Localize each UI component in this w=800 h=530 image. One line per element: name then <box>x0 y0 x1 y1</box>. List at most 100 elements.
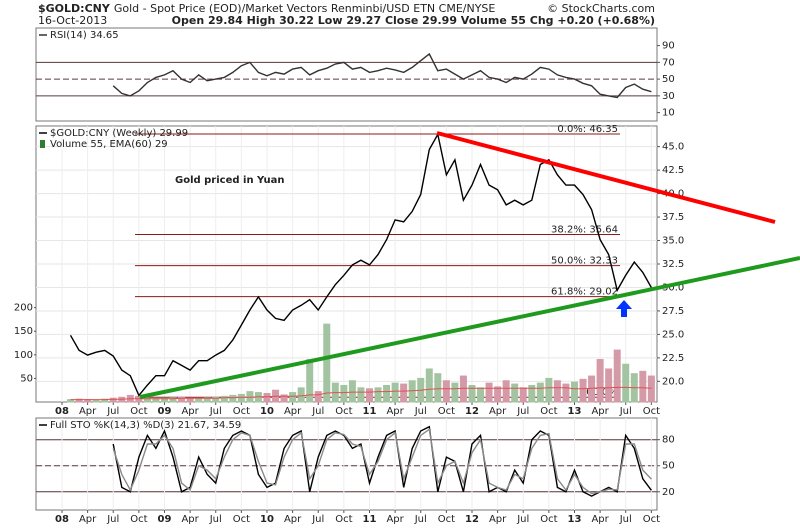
x-tick-label: 11 <box>363 406 377 417</box>
x-tick-label: Oct <box>233 406 250 417</box>
y-tick-label: 30.0 <box>662 282 684 293</box>
x-tick-label: Jul <box>414 514 427 525</box>
x-tick-label: Apr <box>489 514 507 525</box>
volume-bar <box>477 387 485 403</box>
y-tick-label: 22.5 <box>662 353 684 364</box>
volume-bar <box>442 380 450 403</box>
x-tick-label: Oct <box>438 406 455 417</box>
y-tick-label: 20 <box>662 487 675 498</box>
volume-bar <box>468 384 476 403</box>
x-tick-label: Oct <box>130 406 147 417</box>
legend-entry: Volume 55, EMA(60) 29 <box>50 139 168 150</box>
fib-label: 50.0%: 32.33 <box>551 256 618 267</box>
description: Gold - Spot Price (EOD)/Market Vectors R… <box>114 2 496 15</box>
volume-bar <box>502 380 510 403</box>
y-tick-label: 32.5 <box>662 259 684 270</box>
volume-bar <box>519 387 527 403</box>
x-tick-label: Oct <box>540 406 557 417</box>
y2-tick-label: 100 <box>14 350 33 361</box>
x-tick-label: 10 <box>260 406 274 417</box>
y-tick-label: 27.5 <box>662 306 684 317</box>
x-tick-label: 11 <box>363 514 377 525</box>
y2-tick-label: 150 <box>14 326 33 337</box>
volume-bar <box>178 396 186 403</box>
x-tick-label: Oct <box>643 406 660 417</box>
x-tick-label: 13 <box>568 514 582 525</box>
volume-bar <box>553 380 561 403</box>
x-tick-label: Apr <box>386 514 404 525</box>
resistance-trendline <box>436 131 776 224</box>
legend-entry: RSI(14) 34.65 <box>50 30 119 41</box>
x-tick-label: 10 <box>260 514 274 525</box>
x-tick-label: 08 <box>55 406 69 417</box>
volume-bar <box>425 368 433 403</box>
y-tick-label: 42.5 <box>662 165 684 176</box>
data-layer: 10 30 50 70 90 RSI(14) 34.65 20.0 22.5 25.0 27.5 3… <box>14 27 684 525</box>
x-tick-label: Jul <box>209 406 222 417</box>
volume-bar <box>511 383 519 403</box>
y-tick-label: 90 <box>662 41 675 52</box>
volume-bar <box>434 373 442 403</box>
series-line <box>112 428 652 495</box>
fib-label: 38.2%: 35.64 <box>551 225 618 236</box>
x-tick-label: Apr <box>386 406 404 417</box>
volume-bar <box>647 375 655 403</box>
volume-bar <box>314 391 322 403</box>
volume-bar <box>297 387 305 403</box>
volume-bar <box>109 397 117 403</box>
volume-bar <box>588 375 596 403</box>
x-tick-label: Oct <box>643 514 660 525</box>
y-tick-label: 80 <box>662 435 675 446</box>
series-line <box>69 132 653 397</box>
volume-bar <box>366 388 373 403</box>
volume-bar <box>536 382 544 403</box>
x-tick-label: Oct <box>335 514 352 525</box>
volume-bar <box>605 368 613 403</box>
volume-bar <box>323 323 331 403</box>
volume-bar <box>639 370 647 403</box>
y-tick-label: 70 <box>662 57 675 68</box>
x-tick-label: Apr <box>284 514 302 525</box>
x-tick-label: Jul <box>106 514 119 525</box>
symbol: $GOLD:CNY <box>38 2 111 15</box>
volume-bar <box>237 393 245 403</box>
annotation: Gold priced in Yuan <box>175 175 285 186</box>
x-tick-label: 09 <box>158 514 172 525</box>
date: 16-Oct-2013 <box>38 14 107 27</box>
support-trendline <box>139 256 800 399</box>
y2-tick-label: 200 <box>14 303 33 314</box>
x-tick-label: Jul <box>106 406 119 417</box>
series-line <box>70 386 652 401</box>
volume-bar <box>374 387 382 403</box>
series-line <box>112 52 652 99</box>
x-tick-label: 12 <box>465 406 479 417</box>
x-tick-label: 12 <box>465 514 479 525</box>
volume-bar <box>451 382 459 403</box>
x-tick-label: Oct <box>130 514 147 525</box>
volume-bar <box>212 396 220 403</box>
x-tick-label: Oct <box>438 514 455 525</box>
series-line <box>112 425 652 497</box>
copyright: © StockCharts.com <box>547 2 655 15</box>
volume-bar <box>383 384 391 403</box>
volume-bar <box>263 393 271 403</box>
x-tick-label: Jul <box>311 406 324 417</box>
x-tick-label: 09 <box>158 406 172 417</box>
fib-label: 61.8%: 29.02 <box>551 287 618 298</box>
y-tick-label: 35.0 <box>662 236 684 247</box>
y-tick-label: 10 <box>662 108 675 119</box>
volume-bar <box>571 381 578 403</box>
x-tick-label: Apr <box>591 406 609 417</box>
volume-bar <box>229 394 237 403</box>
x-tick-label: Oct <box>233 514 250 525</box>
y-tick-label: 50 <box>662 461 675 472</box>
y-tick-label: 20.0 <box>662 376 684 387</box>
y-tick-label: 45.0 <box>662 142 684 153</box>
volume-bar <box>391 382 399 403</box>
fib-label: 0.0%: 46.35 <box>557 124 618 135</box>
volume-bar <box>220 395 228 403</box>
legend-swatch <box>40 140 45 148</box>
volume-bar <box>613 349 621 403</box>
